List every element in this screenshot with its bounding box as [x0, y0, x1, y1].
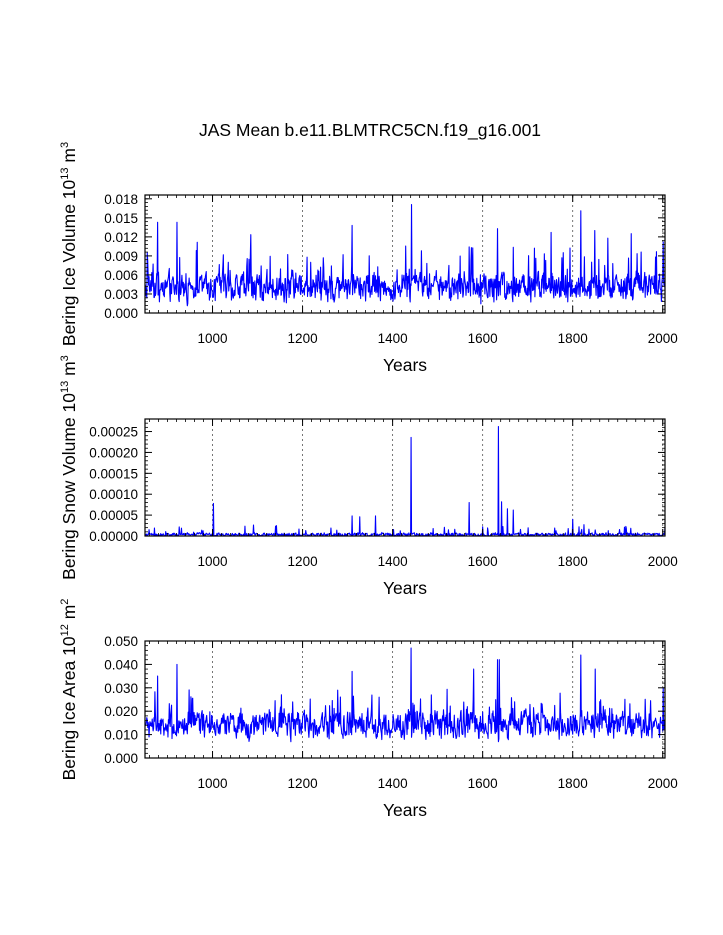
x-tick-label: 2000: [648, 554, 678, 569]
y-tick-label: 0.006: [104, 268, 138, 283]
series-line: [144, 425, 666, 537]
x-tick-label: 1000: [198, 331, 228, 346]
x-tick-label: 1200: [288, 554, 318, 569]
y-axis-label-part: Bering Ice Area 10: [59, 636, 79, 780]
y-tick-label: 0.020: [104, 704, 138, 719]
y-tick-label: 0.010: [104, 728, 138, 743]
y-tick-label: 0.050: [104, 634, 138, 649]
panels: 0.000 0.003 0.006 0.009 0.012 0.015 0.018 1000 1…: [59, 142, 678, 820]
y-axis-label-part: m: [59, 605, 79, 624]
x-tick-label: 1600: [468, 776, 498, 791]
x-tick-label: 1000: [198, 554, 228, 569]
y-tick-label: 0.00015: [89, 466, 138, 481]
y-axis-label-part: Bering Ice Volume 10: [59, 179, 79, 346]
x-axis-label: Years: [383, 355, 427, 375]
x-tick-label: 2000: [648, 776, 678, 791]
chart-panel-3: 0.000 0.010 0.020 0.030 0.040 0.050 1000 1200 14…: [59, 599, 678, 820]
x-tick-label: 1400: [378, 776, 408, 791]
x-tick-label: 1800: [558, 776, 588, 791]
y-tick-label: 0.00005: [89, 508, 138, 523]
x-tick-label: 1200: [288, 776, 318, 791]
x-tick-label: 1000: [198, 776, 228, 791]
series-line: [144, 203, 666, 307]
x-tick-label: 2000: [648, 331, 678, 346]
y-axis-label-superscript: 13: [59, 167, 71, 179]
plot-frame: [144, 194, 666, 314]
y-tick-label: 0.030: [104, 681, 138, 696]
y-tick-label: 0.012: [104, 230, 138, 245]
y-tick-label: 0.009: [104, 249, 138, 264]
y-axis-label-superscript: 2: [59, 599, 71, 605]
y-tick-label: 0.00025: [89, 425, 138, 440]
x-tick-label: 1600: [468, 554, 498, 569]
x-tick-label: 1800: [558, 554, 588, 569]
y-axis-label: Bering Ice Volume 1013 m3: [59, 142, 79, 346]
x-tick-label: 1400: [378, 331, 408, 346]
y-axis-label-superscript: 3: [59, 142, 71, 148]
x-tick-label: 1200: [288, 331, 318, 346]
y-axis-label-part: m: [59, 361, 79, 380]
series-line: [144, 647, 666, 743]
y-tick-label: 0.00000: [89, 529, 138, 544]
y-axis-label-superscript: 13: [59, 381, 71, 393]
x-tick-label: 1400: [378, 554, 408, 569]
y-tick-label: 0.00010: [89, 487, 138, 502]
y-tick-label: 0.00020: [89, 445, 138, 460]
y-tick-label: 0.000: [104, 306, 138, 321]
plot-frame: [144, 640, 666, 759]
y-tick-label: 0.000: [104, 751, 138, 766]
figure-title: JAS Mean b.e11.BLMTRC5CN.f19_g16.001: [199, 120, 541, 141]
y-axis-label-superscript: 12: [59, 624, 71, 636]
x-tick-label: 1800: [558, 331, 588, 346]
y-axis-label-superscript: 3: [59, 355, 71, 361]
x-tick-label: 1600: [468, 331, 498, 346]
y-tick-label: 0.040: [104, 657, 138, 672]
y-tick-label: 0.003: [104, 287, 138, 302]
chart-panel-1: 0.000 0.003 0.006 0.009 0.012 0.015 0.018 1000 1…: [59, 142, 678, 375]
y-axis-label: Bering Ice Area 1012 m2: [59, 599, 79, 781]
chart-panel-2: 0.00000 0.00005 0.00010 0.00015 0.00020 0.000…: [59, 355, 678, 598]
y-tick-label: 0.015: [104, 211, 138, 226]
x-axis-label: Years: [383, 800, 427, 820]
y-tick-label: 0.018: [104, 192, 138, 207]
y-axis-label: Bering Snow Volume 1013 m3: [59, 355, 79, 580]
y-axis-label-part: Bering Snow Volume 10: [59, 393, 79, 580]
x-axis-label: Years: [383, 578, 427, 598]
y-axis-label-part: m: [59, 148, 79, 167]
